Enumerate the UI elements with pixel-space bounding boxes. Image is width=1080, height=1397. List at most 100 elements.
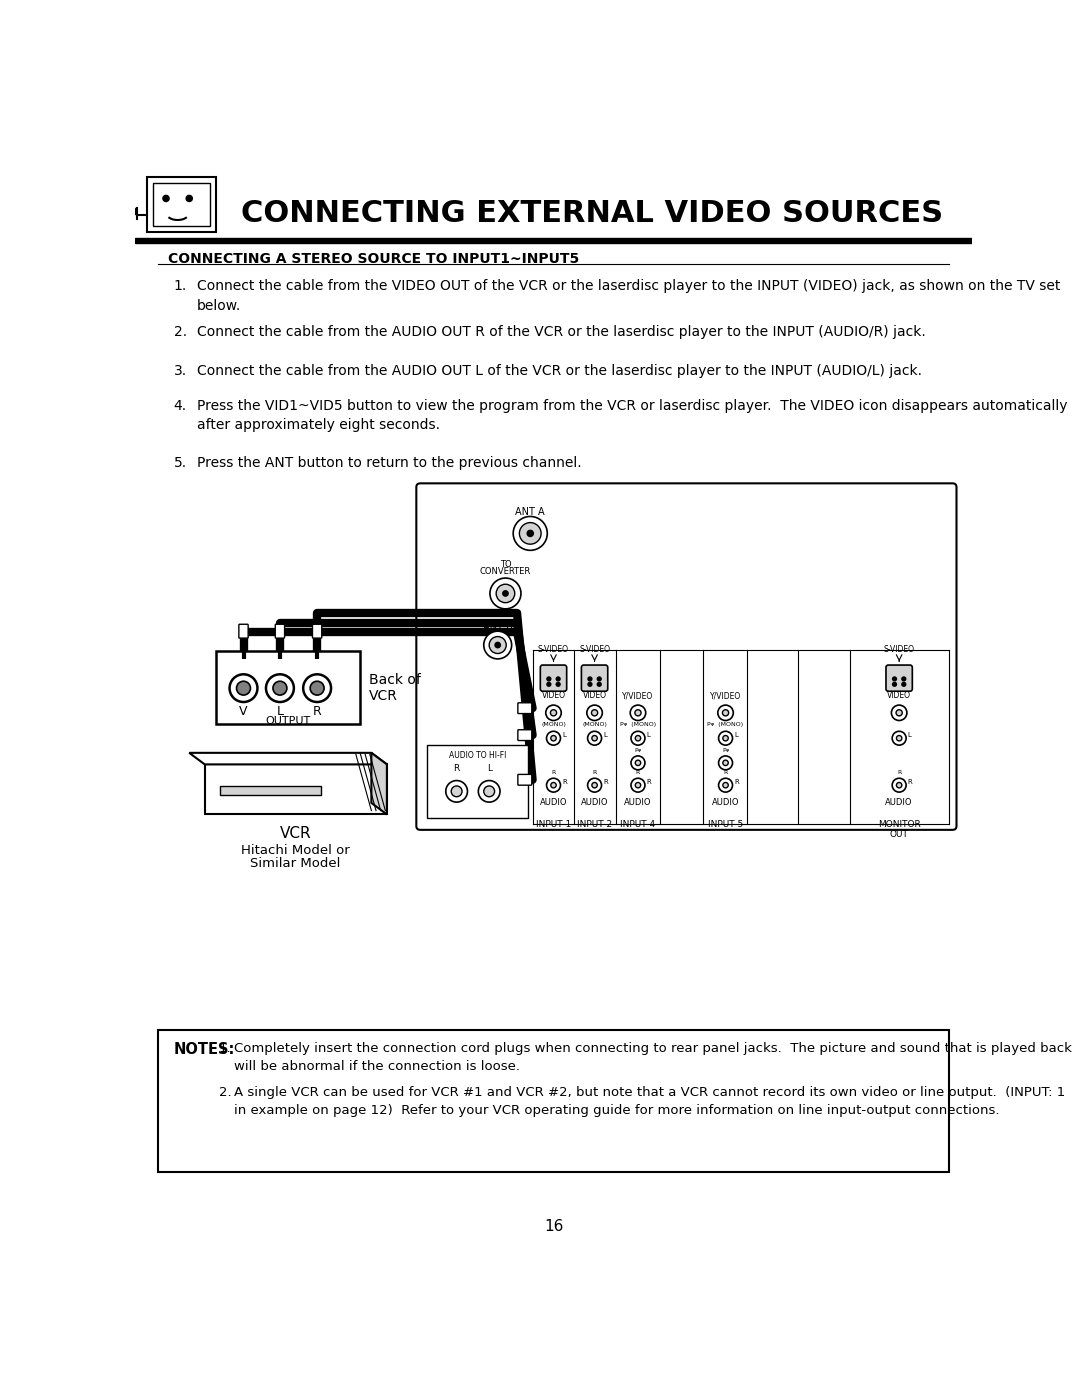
Text: Connect the cable from the AUDIO OUT L of the VCR or the laserdisc player to the: Connect the cable from the AUDIO OUT L o…	[197, 365, 922, 379]
Circle shape	[546, 778, 561, 792]
Circle shape	[892, 682, 896, 686]
Bar	[220, 787, 321, 795]
Text: V: V	[240, 704, 247, 718]
Text: 16: 16	[544, 1220, 563, 1234]
Circle shape	[592, 782, 597, 788]
FancyBboxPatch shape	[428, 745, 528, 819]
Circle shape	[546, 678, 551, 680]
FancyBboxPatch shape	[886, 665, 913, 692]
Text: L: L	[734, 732, 738, 738]
Circle shape	[902, 682, 906, 686]
Circle shape	[163, 196, 170, 201]
Text: Y/VIDEO: Y/VIDEO	[622, 692, 653, 700]
Circle shape	[588, 778, 602, 792]
Text: Press the VID1~VID5 button to view the program from the VCR or laserdisc player.: Press the VID1~VID5 button to view the p…	[197, 398, 1067, 432]
Circle shape	[896, 782, 902, 788]
Circle shape	[451, 787, 462, 796]
Text: S-VIDEO: S-VIDEO	[579, 645, 610, 654]
Text: Back of: Back of	[369, 673, 421, 687]
Text: AUDIO: AUDIO	[581, 799, 608, 807]
Circle shape	[891, 705, 907, 721]
Circle shape	[631, 756, 645, 770]
Text: CONNECTING A STEREO SOURCE TO INPUT1~INPUT5: CONNECTING A STEREO SOURCE TO INPUT1~INP…	[167, 251, 579, 265]
FancyBboxPatch shape	[416, 483, 957, 830]
Circle shape	[631, 731, 645, 745]
FancyBboxPatch shape	[312, 624, 322, 638]
Circle shape	[588, 731, 602, 745]
Text: CONNECTING EXTERNAL VIDEO SOURCES: CONNECTING EXTERNAL VIDEO SOURCES	[241, 200, 943, 228]
Text: A single VCR can be used for VCR #1 and VCR #2, but note that a VCR cannot recor: A single VCR can be used for VCR #1 and …	[234, 1087, 1066, 1118]
Circle shape	[597, 682, 602, 686]
Text: CONVERTER: CONVERTER	[480, 567, 531, 577]
Circle shape	[495, 643, 500, 648]
Circle shape	[556, 678, 561, 680]
Text: R: R	[724, 770, 728, 775]
Text: S-VIDEO: S-VIDEO	[883, 645, 915, 654]
Circle shape	[556, 682, 561, 686]
Text: ANT B: ANT B	[483, 622, 513, 631]
Text: R: R	[603, 780, 608, 785]
Circle shape	[597, 678, 602, 680]
Circle shape	[527, 531, 534, 536]
Circle shape	[551, 735, 556, 740]
Text: VCR: VCR	[280, 826, 311, 841]
Text: 4.: 4.	[174, 398, 187, 412]
Bar	[135, 239, 972, 243]
Polygon shape	[205, 764, 387, 814]
Text: INPUT 1: INPUT 1	[536, 820, 571, 828]
Text: R: R	[734, 780, 739, 785]
Text: L: L	[647, 732, 650, 738]
Circle shape	[266, 675, 294, 703]
Text: TO: TO	[500, 560, 511, 569]
FancyBboxPatch shape	[517, 703, 531, 714]
Text: (MONO): (MONO)	[582, 722, 607, 728]
Polygon shape	[189, 753, 387, 764]
Text: R: R	[593, 770, 597, 775]
Circle shape	[484, 787, 495, 796]
FancyBboxPatch shape	[581, 665, 608, 692]
Circle shape	[545, 705, 562, 721]
Circle shape	[478, 781, 500, 802]
FancyBboxPatch shape	[147, 177, 216, 232]
Circle shape	[237, 682, 251, 696]
Circle shape	[635, 710, 642, 715]
Text: AUDIO: AUDIO	[712, 799, 740, 807]
Circle shape	[723, 735, 728, 740]
Circle shape	[588, 678, 592, 680]
FancyBboxPatch shape	[159, 1030, 948, 1172]
Circle shape	[519, 522, 541, 545]
Circle shape	[588, 682, 592, 686]
Circle shape	[718, 756, 732, 770]
Text: L: L	[276, 704, 283, 718]
Circle shape	[502, 591, 509, 597]
Text: Y/VIDEO: Y/VIDEO	[710, 692, 741, 700]
Text: VIDEO: VIDEO	[582, 692, 607, 700]
Circle shape	[635, 735, 640, 740]
Circle shape	[546, 682, 551, 686]
Circle shape	[496, 584, 515, 602]
Text: Pᴪ  (MONO): Pᴪ (MONO)	[707, 722, 744, 728]
Text: AUDIO: AUDIO	[624, 799, 651, 807]
Text: R: R	[313, 704, 322, 718]
Circle shape	[718, 778, 732, 792]
Polygon shape	[372, 753, 387, 814]
Circle shape	[723, 760, 728, 766]
Text: L: L	[562, 732, 566, 738]
FancyBboxPatch shape	[517, 729, 531, 740]
Text: VIDEO: VIDEO	[541, 692, 566, 700]
Text: NOTES:: NOTES:	[174, 1042, 235, 1056]
Circle shape	[631, 778, 645, 792]
Circle shape	[230, 675, 257, 703]
Text: Pᴪ: Pᴪ	[634, 747, 642, 753]
Text: Completely insert the connection cord plugs when connecting to rear panel jacks.: Completely insert the connection cord pl…	[234, 1042, 1072, 1073]
Text: L: L	[487, 764, 491, 773]
Circle shape	[551, 782, 556, 788]
Text: (MONO): (MONO)	[541, 722, 566, 728]
Circle shape	[631, 705, 646, 721]
Circle shape	[635, 760, 640, 766]
Text: Pᴪ: Pᴪ	[721, 747, 729, 753]
Text: 1.: 1.	[218, 1042, 231, 1055]
FancyBboxPatch shape	[517, 774, 531, 785]
Text: Press the ANT button to return to the previous channel.: Press the ANT button to return to the pr…	[197, 457, 582, 471]
Text: AUDIO: AUDIO	[540, 799, 567, 807]
